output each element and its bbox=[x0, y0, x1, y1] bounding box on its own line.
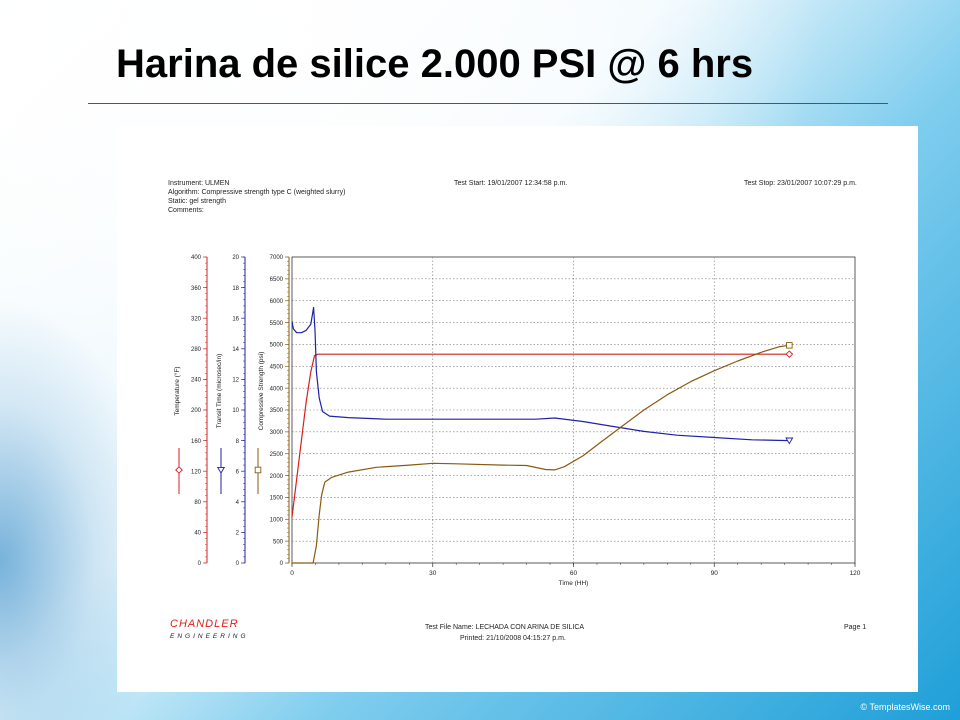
temp-tick-label: 240 bbox=[191, 378, 202, 384]
chandler-logo-subtitle: ENGINEERING bbox=[170, 633, 249, 640]
temp-tick-label: 200 bbox=[191, 408, 202, 414]
transit-legend-marker bbox=[216, 466, 226, 474]
strength-tick-label: 4000 bbox=[270, 386, 284, 392]
temp-tick-label: 0 bbox=[198, 561, 202, 567]
slide-title: Harina de silice 2.000 PSI @ 6 hrs bbox=[116, 42, 754, 86]
plot-card: Instrument: ULMEN Algorithm: Compressive… bbox=[117, 126, 918, 692]
transit-tick-label: 16 bbox=[232, 316, 239, 322]
x-tick-label: 30 bbox=[429, 570, 437, 577]
strength-tick-label: 6000 bbox=[270, 299, 284, 305]
temp-tick-label: 400 bbox=[191, 255, 202, 261]
transit-tick-label: 0 bbox=[236, 561, 240, 567]
transit-axis-label: Transit Time (microsec/in) bbox=[216, 354, 223, 429]
temp-axis-label: Temperature (°F) bbox=[173, 366, 181, 415]
temp-legend-marker bbox=[175, 466, 183, 474]
strength-tick-label: 2000 bbox=[270, 474, 284, 480]
templateswise-watermark: © TemplatesWise.com bbox=[860, 702, 951, 712]
x-axis-label: Time (HH) bbox=[559, 580, 589, 587]
strength-tick-label: 500 bbox=[273, 539, 284, 545]
strength-tick-label: 1000 bbox=[270, 517, 284, 523]
strength-tick-label: 4500 bbox=[270, 364, 284, 370]
transit-tick-label: 4 bbox=[236, 500, 240, 506]
temp-series-line bbox=[291, 353, 790, 518]
temp-tick-label: 40 bbox=[194, 531, 201, 537]
strength-tick-label: 3000 bbox=[270, 430, 284, 436]
printed-label: Printed: 21/10/2008 04:15:27 p.m. bbox=[460, 635, 566, 642]
title-divider bbox=[88, 103, 888, 104]
strength-tick-label: 0 bbox=[280, 561, 284, 567]
strength-axis-label: Compressive Strength (psi) bbox=[258, 352, 265, 431]
instrument-label: Instrument: ULMEN bbox=[168, 180, 230, 187]
transit-end-marker bbox=[785, 437, 794, 445]
page-number-label: Page 1 bbox=[844, 624, 867, 631]
transit-tick-label: 20 bbox=[232, 255, 239, 261]
transit-tick-label: 6 bbox=[236, 469, 240, 475]
static-label: Static: gel strength bbox=[168, 198, 226, 205]
temp-end-marker bbox=[785, 350, 794, 358]
strength-tick-label: 1500 bbox=[270, 496, 284, 502]
x-tick-label: 120 bbox=[850, 570, 861, 577]
strength-tick-label: 7000 bbox=[270, 255, 284, 261]
transit-tick-label: 2 bbox=[236, 531, 240, 537]
x-tick-label: 90 bbox=[711, 570, 719, 577]
transit-tick-label: 10 bbox=[232, 408, 239, 414]
comments-label: Comments: bbox=[168, 207, 204, 214]
temp-tick-label: 280 bbox=[191, 347, 202, 353]
test-start-label: Test Start: 19/01/2007 12:34:58 p.m. bbox=[454, 180, 568, 187]
test-stop-label: Test Stop: 23/01/2007 10:07:29 p.m. bbox=[744, 180, 857, 187]
strength-tick-label: 2500 bbox=[270, 452, 284, 458]
test-file-label: Test File Name: LECHADA CON ARINA DE SIL… bbox=[425, 624, 585, 631]
strength-legend-marker bbox=[254, 466, 262, 474]
temp-tick-label: 360 bbox=[191, 286, 202, 292]
strength-end-marker bbox=[786, 342, 793, 349]
temp-tick-label: 320 bbox=[191, 316, 202, 322]
strength-tick-label: 5500 bbox=[270, 321, 284, 327]
strength-series-line bbox=[292, 344, 790, 564]
temp-tick-label: 120 bbox=[191, 469, 202, 475]
x-tick-label: 60 bbox=[570, 570, 578, 577]
strength-tick-label: 3500 bbox=[270, 408, 284, 414]
transit-tick-label: 8 bbox=[236, 439, 240, 445]
temp-tick-label: 80 bbox=[194, 500, 201, 506]
transit-tick-label: 14 bbox=[232, 347, 239, 353]
transit-tick-label: 12 bbox=[232, 378, 239, 384]
temp-tick-label: 160 bbox=[191, 439, 202, 445]
strength-tick-label: 5000 bbox=[270, 343, 284, 349]
chandler-logo-name: CHANDLER bbox=[170, 618, 239, 630]
transit-tick-label: 18 bbox=[232, 286, 239, 292]
strength-tick-label: 6500 bbox=[270, 277, 284, 283]
algorithm-label: Algorithm: Compressive strength type C (… bbox=[168, 189, 346, 196]
x-tick-label: 0 bbox=[290, 570, 294, 577]
transit-series-line bbox=[291, 306, 790, 442]
